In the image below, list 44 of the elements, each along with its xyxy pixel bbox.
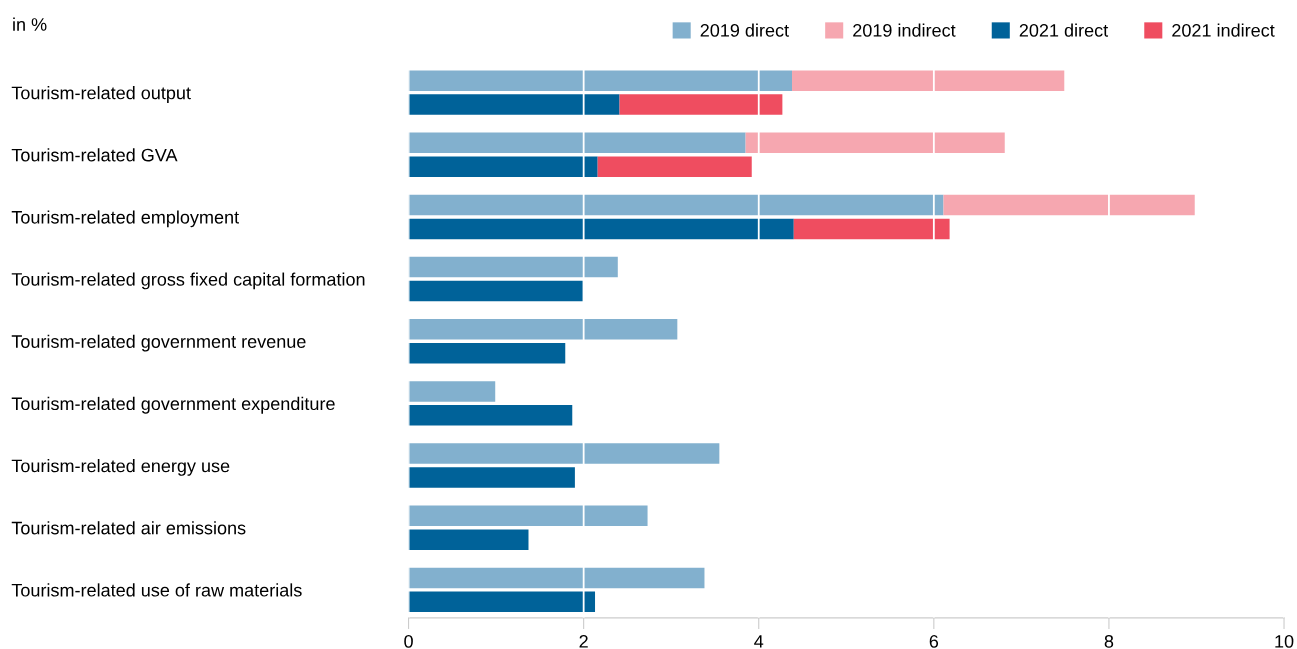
legend-label: 2019 direct	[700, 23, 789, 37]
x-tick-label: 2	[579, 634, 588, 648]
bar	[408, 342, 566, 364]
x-tick-label: 8	[1104, 634, 1114, 648]
y-tick-label: Tourism-related government revenue	[11, 334, 306, 352]
legend-label: 2019 indirect	[853, 23, 956, 37]
bar	[408, 319, 678, 340]
legend-label: 2021 direct	[1019, 23, 1109, 37]
bar	[408, 194, 944, 216]
bar	[408, 591, 596, 613]
y-tick-label: Tourism-related output	[11, 86, 191, 103]
bar	[408, 381, 496, 402]
bar	[408, 156, 598, 177]
y-tick-label: Tourism-related GVA	[11, 148, 178, 162]
y-tick-label: Tourism-related use of raw materials	[11, 583, 302, 597]
bar	[408, 94, 620, 115]
bar	[408, 405, 573, 426]
bar	[793, 218, 950, 240]
bar	[408, 218, 794, 240]
x-tick-label: 6	[929, 634, 939, 648]
y-tick-label: Tourism-related gross fixed capital formation	[11, 272, 365, 290]
y-tick-label: Tourism-related air emissions	[11, 521, 246, 535]
bar	[408, 467, 575, 488]
bar	[408, 280, 583, 302]
text: in %	[13, 17, 47, 31]
bar	[619, 94, 783, 115]
x-tick-label: 10	[1275, 634, 1294, 648]
bar	[408, 443, 720, 464]
x-tick-label: 0	[404, 634, 413, 648]
legend-label: 2021 indirect	[1172, 23, 1275, 37]
bar	[408, 256, 618, 278]
y-tick-label: Tourism-related government expenditure	[11, 396, 335, 414]
bar	[408, 567, 705, 589]
y-tick-label: Tourism-related energy use	[11, 459, 230, 476]
bar	[792, 70, 1065, 91]
bar	[408, 505, 648, 527]
bar	[408, 132, 746, 154]
bar	[597, 156, 752, 177]
y-tick-label: Tourism-related employment	[11, 210, 239, 228]
bar	[408, 70, 793, 91]
bar	[408, 529, 529, 550]
x-tick-label: 4	[754, 635, 764, 648]
bar	[943, 194, 1195, 216]
bar	[745, 132, 1005, 154]
